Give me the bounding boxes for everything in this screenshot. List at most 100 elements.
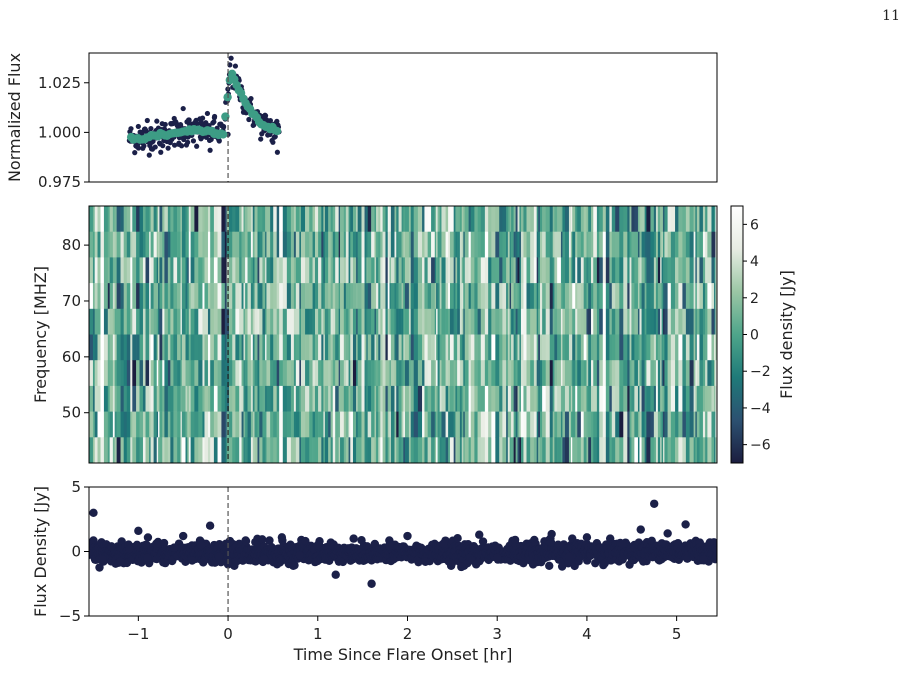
heatmap-cell: [502, 206, 507, 232]
heatmap-cell: [265, 437, 267, 463]
heatmap-cell: [560, 257, 563, 284]
heatmap-cell: [235, 231, 240, 258]
heatmap-cell: [422, 283, 425, 310]
heatmap-cell: [229, 283, 233, 310]
heatmap-cell: [602, 257, 607, 284]
heatmap-cell: [453, 334, 456, 361]
heatmap-cell: [252, 308, 255, 335]
heatmap-cell: [515, 411, 518, 438]
heatmap-cell: [639, 308, 642, 335]
y-tick-label: 0: [71, 543, 81, 561]
heatmap-cell: [335, 257, 339, 284]
heatmap-cell: [403, 231, 406, 258]
heatmap-cell: [266, 437, 271, 463]
heatmap-cell: [380, 231, 383, 258]
heatmap-cell: [583, 334, 587, 361]
heatmap-cell: [394, 206, 397, 232]
heatmap-cell: [509, 231, 512, 258]
heatmap-cell: [499, 308, 503, 335]
heatmap-cell: [596, 308, 600, 335]
heatmap-cell: [641, 283, 645, 310]
heatmap-cell: [646, 308, 651, 335]
heatmap-cell: [213, 231, 218, 258]
heatmap-cell: [572, 231, 576, 258]
heatmap-cell: [394, 437, 397, 463]
heatmap-cell: [286, 437, 292, 463]
heatmap-cell: [139, 257, 144, 284]
heatmap-cell: [596, 231, 600, 258]
heatmap-cell: [605, 385, 610, 412]
heatmap-cell: [273, 283, 277, 310]
heatmap-cell: [623, 385, 628, 412]
heatmap-cell: [408, 257, 412, 284]
heatmap-cell: [300, 334, 306, 361]
heatmap-cell: [629, 308, 632, 335]
heatmap-cell: [696, 437, 700, 463]
heatmap-cell: [480, 360, 486, 387]
heatmap-cell: [232, 283, 236, 310]
heatmap-cell: [387, 411, 390, 438]
heatmap-cell: [149, 385, 151, 412]
heatmap-cell: [247, 385, 252, 412]
heatmap-cell: [644, 257, 647, 284]
heatmap-cell: [499, 283, 503, 310]
heatmap-cell: [198, 257, 203, 284]
heatmap-cell: [324, 334, 329, 361]
heatmap-cell: [560, 385, 563, 412]
heatmap-cell: [470, 437, 475, 463]
heatmap-cell: [627, 437, 630, 463]
heatmap-cell: [265, 283, 267, 310]
heatmap-cell: [602, 334, 607, 361]
heatmap-cell: [210, 437, 215, 463]
heatmap-cell: [343, 257, 347, 284]
heatmap-cell: [552, 334, 555, 361]
heatmap-cell: [629, 257, 632, 284]
heatmap-cell: [170, 360, 174, 387]
heatmap-cell: [545, 283, 551, 310]
heatmap-cell: [499, 360, 503, 387]
heatmap-cell: [132, 206, 137, 232]
heatmap-cell: [641, 231, 645, 258]
heatmap-cell: [660, 411, 662, 438]
heatmap-cell: [343, 437, 347, 463]
flux-density-point: [453, 534, 462, 543]
heatmap-cell: [167, 231, 171, 258]
raw-flux-point: [274, 149, 280, 155]
heatmap-cell: [328, 231, 331, 258]
heatmap-cell: [116, 385, 121, 412]
heatmap-cell: [631, 283, 635, 310]
heatmap-cell: [247, 360, 252, 387]
heatmap-cell: [437, 308, 440, 335]
heatmap-cell: [170, 334, 174, 361]
heatmap-cell: [615, 411, 620, 438]
heatmap-cell: [318, 385, 322, 412]
heatmap-cell: [570, 308, 573, 335]
heatmap-cell: [114, 308, 117, 335]
heatmap-cell: [401, 283, 404, 310]
heatmap-cell: [217, 206, 222, 232]
heatmap-cell: [588, 231, 592, 258]
heatmap-cell: [699, 283, 704, 310]
heatmap-cell: [554, 360, 558, 387]
heatmap-cell: [657, 257, 661, 284]
heatmap-cell: [474, 308, 478, 335]
heatmap-cell: [94, 437, 98, 463]
heatmap-cell: [221, 206, 226, 232]
heatmap-cell: [266, 283, 271, 310]
heatmap-cell: [194, 385, 199, 412]
heatmap-cell: [404, 231, 410, 258]
heatmap-cell: [279, 360, 284, 387]
flux-density-point: [301, 536, 310, 546]
heatmap-cell: [279, 257, 284, 284]
heatmap-cell: [702, 411, 706, 438]
heatmap-cell: [207, 257, 211, 284]
heatmap-cell: [116, 206, 121, 232]
heatmap-cell: [549, 334, 554, 361]
heatmap-cell: [132, 308, 137, 335]
heatmap-cell: [682, 437, 687, 463]
heatmap-cell: [413, 257, 419, 284]
flux-density-point: [439, 539, 448, 548]
heatmap-cell: [282, 257, 288, 284]
heatmap-cell: [404, 283, 410, 310]
heatmap-cell: [678, 257, 683, 284]
